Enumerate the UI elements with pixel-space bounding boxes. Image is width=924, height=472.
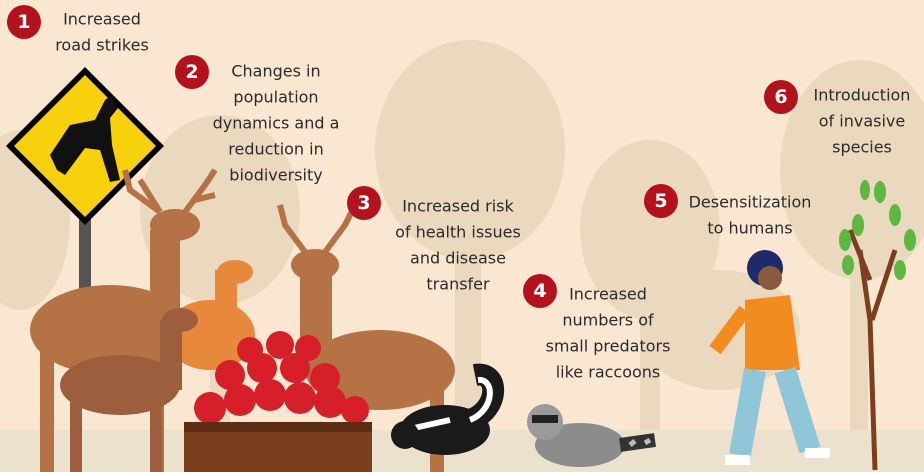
item-label: of health issues — [395, 223, 521, 242]
item-label: Increased — [569, 285, 647, 304]
item-label: to humans — [707, 219, 792, 238]
walking-person — [709, 250, 830, 465]
item-label: species — [832, 138, 892, 157]
number-badge — [175, 55, 209, 89]
item-label: Desensitization — [689, 193, 812, 212]
items: 1 Increased road strikes 2 Changes in populat… — [7, 5, 910, 382]
item-label: numbers of — [562, 311, 654, 330]
item: 3 Increased risk of health issues and disea… — [347, 186, 521, 294]
item: 4 Increased numbers of small predators like … — [523, 274, 670, 382]
item-label: of invasive — [819, 112, 905, 131]
number-badge — [644, 184, 678, 218]
number-badge — [7, 5, 41, 39]
item: 1 Increased road strikes — [7, 5, 149, 55]
apple-basket — [184, 331, 372, 472]
item-label: and disease — [410, 249, 506, 268]
raccoon — [527, 404, 656, 467]
item-label: Changes in — [231, 62, 320, 81]
number-badge — [523, 274, 557, 308]
item-label: small predators — [546, 337, 671, 356]
deer-group — [30, 168, 455, 472]
item-label: biodiversity — [229, 166, 322, 185]
item-number: 1 — [17, 11, 30, 33]
item-number: 4 — [533, 280, 546, 302]
item-number: 2 — [185, 61, 198, 83]
item-label: like raccoons — [556, 363, 661, 382]
item-label: transfer — [426, 275, 490, 294]
item-number: 5 — [654, 190, 667, 212]
skunk — [391, 363, 505, 455]
item-label: dynamics and a — [213, 114, 340, 133]
number-badge — [764, 80, 798, 114]
item-label: road strikes — [55, 36, 149, 55]
deer-icon — [50, 95, 120, 182]
item-number: 3 — [357, 192, 370, 214]
item-label: Introduction — [814, 86, 911, 105]
item: 5 Desensitization to humans — [644, 184, 811, 238]
item-label: reduction in — [228, 140, 323, 159]
item-number: 6 — [774, 86, 787, 108]
item: 6 Introduction of invasive species — [764, 80, 910, 157]
item-label: Increased risk — [402, 197, 514, 216]
item-label: population — [233, 88, 318, 107]
young-tree — [839, 180, 916, 471]
item: 2 Changes in population dynamics and a reduc… — [175, 55, 339, 185]
number-badge — [347, 186, 381, 220]
item-label: Increased — [63, 10, 141, 29]
